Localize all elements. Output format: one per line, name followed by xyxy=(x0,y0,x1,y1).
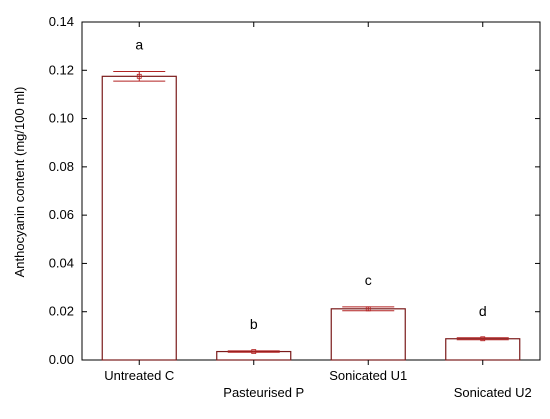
plot-area-border xyxy=(81,21,541,361)
plot-frame xyxy=(81,21,541,361)
mean-marker xyxy=(480,336,486,342)
significance-letter: a xyxy=(135,36,143,52)
y-axis-ticks: 0.00 0.02 0.04 0.06 0.08 0.10 0.12 0.14 xyxy=(49,14,540,367)
y-tick-label: 0.06 xyxy=(49,207,74,222)
mean-marker xyxy=(365,306,371,312)
y-tick-label: 0.12 xyxy=(49,62,74,77)
y-tick-label: 0.10 xyxy=(49,111,74,126)
x-tick-label: Pasteurised P xyxy=(223,385,304,400)
significance-letters: a b c d xyxy=(135,36,486,331)
bar xyxy=(330,308,406,361)
mean-marker xyxy=(251,349,257,354)
y-tick-label: 0.00 xyxy=(49,352,74,367)
y-axis-title: Anthocyanin content (mg/100 ml) xyxy=(12,87,27,278)
y-tick-label: 0.02 xyxy=(49,304,74,319)
x-axis-ticks: Untreated C Pasteurised P Sonicated U1 Soni… xyxy=(104,22,532,400)
bar xyxy=(445,338,521,361)
y-tick-label: 0.04 xyxy=(49,255,74,270)
bar xyxy=(216,350,292,361)
x-tick-label: Sonicated U2 xyxy=(454,385,532,400)
significance-letter: c xyxy=(365,272,372,288)
mean-marker xyxy=(136,73,142,79)
x-tick-label: Untreated C xyxy=(104,368,174,383)
x-tick-label: Sonicated U1 xyxy=(329,368,407,383)
significance-letter: b xyxy=(250,316,258,332)
error-bars xyxy=(113,70,509,354)
bars xyxy=(101,75,521,361)
y-tick-label: 0.14 xyxy=(49,14,74,29)
significance-letter: d xyxy=(479,303,487,319)
bar xyxy=(101,75,177,361)
y-tick-label: 0.08 xyxy=(49,159,74,174)
